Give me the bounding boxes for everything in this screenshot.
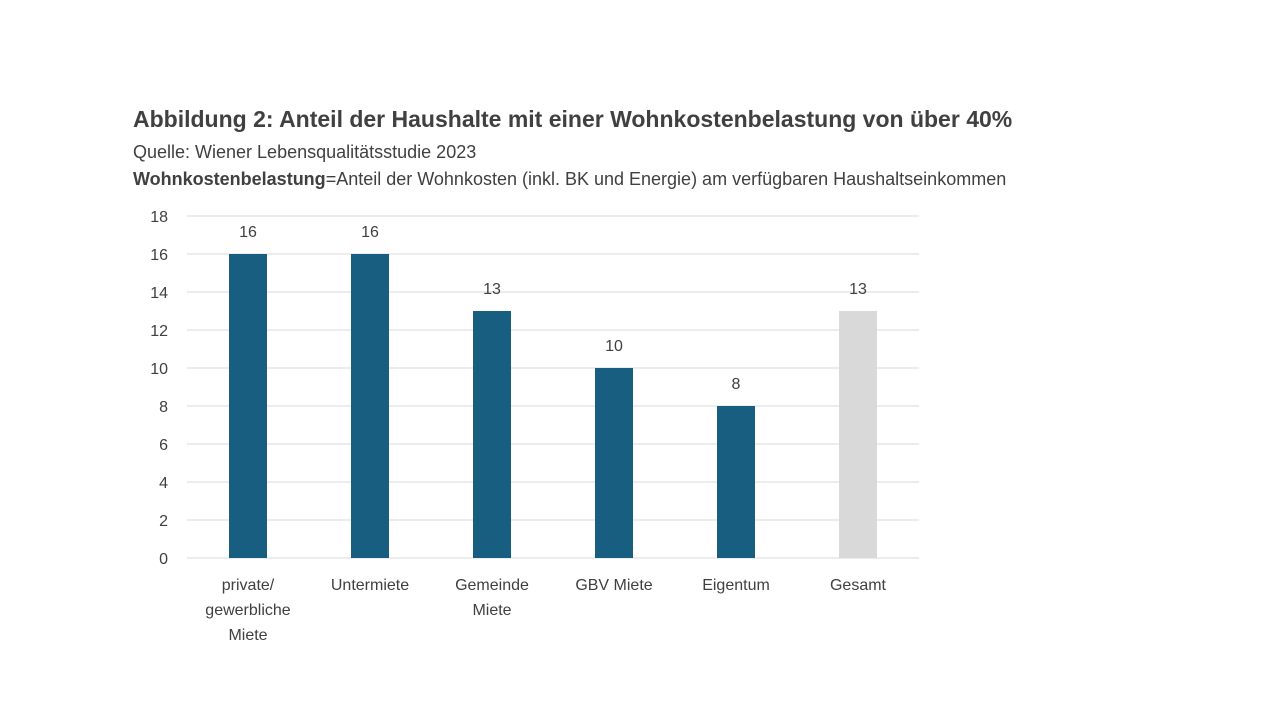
y-tick-label: 6 xyxy=(159,437,168,454)
y-tick-label: 12 xyxy=(150,323,168,340)
data-label: 10 xyxy=(605,338,623,355)
y-tick-label: 4 xyxy=(159,475,168,492)
definition-text: =Anteil der Wohnkosten (inkl. BK und Ene… xyxy=(325,169,1007,189)
x-tick-label: Untermiete xyxy=(331,577,409,594)
x-tick-label-line: Miete xyxy=(472,602,511,619)
bar xyxy=(351,254,389,558)
source-note: Quelle: Wiener Lebensqualitätsstudie 202… xyxy=(133,142,477,162)
bar xyxy=(595,368,633,558)
data-label: 13 xyxy=(483,281,501,298)
bar xyxy=(473,311,511,558)
x-tick-label: private/gewerbliche Miete xyxy=(205,577,290,644)
y-tick-label: 0 xyxy=(159,551,168,568)
data-label: 16 xyxy=(361,224,379,241)
x-tick-label-line: Gemeinde xyxy=(455,577,529,594)
x-tick-label-line: private/ xyxy=(222,577,275,594)
bars xyxy=(229,254,877,558)
y-tick-label: 14 xyxy=(150,285,168,302)
x-tick-label-line: Untermiete xyxy=(331,577,409,594)
bar xyxy=(839,311,877,558)
bar xyxy=(717,406,755,558)
y-axis-ticks: 0 2 4 6 8 10 12 14 16 18 xyxy=(150,209,168,568)
x-tick-label-line: gewerbliche xyxy=(205,602,290,619)
page-title: Abbildung 2: Anteil der Haushalte mit ei… xyxy=(133,106,1013,132)
y-tick-label: 2 xyxy=(159,513,168,530)
x-tick-label-line: Miete xyxy=(228,627,267,644)
definition-term: Wohnkostenbelastung xyxy=(133,169,326,189)
data-label: 16 xyxy=(239,224,257,241)
data-labels: 16 16 13 10 8 13 xyxy=(239,224,867,393)
x-tick-label: GBV Miete xyxy=(575,577,652,594)
bar xyxy=(229,254,267,558)
x-tick-label: Gemeinde Miete xyxy=(455,577,529,619)
y-tick-label: 18 xyxy=(150,209,168,226)
x-axis-ticks: private/gewerbliche Miete Untermiete Gemein… xyxy=(205,577,886,644)
x-tick-label-line: Eigentum xyxy=(702,577,770,594)
y-tick-label: 16 xyxy=(150,247,168,264)
y-tick-label: 10 xyxy=(150,361,168,378)
y-tick-label: 8 xyxy=(159,399,168,416)
gridlines xyxy=(187,215,919,559)
x-tick-label-line: GBV Miete xyxy=(575,577,652,594)
x-tick-label: Eigentum xyxy=(702,577,770,594)
data-label: 8 xyxy=(732,376,741,393)
x-tick-label: Gesamt xyxy=(830,577,887,594)
data-label: 13 xyxy=(849,281,867,298)
x-tick-label-line: Gesamt xyxy=(830,577,887,594)
definition-note: Wohnkostenbelastung=Anteil der Wohnkoste… xyxy=(133,169,1006,190)
